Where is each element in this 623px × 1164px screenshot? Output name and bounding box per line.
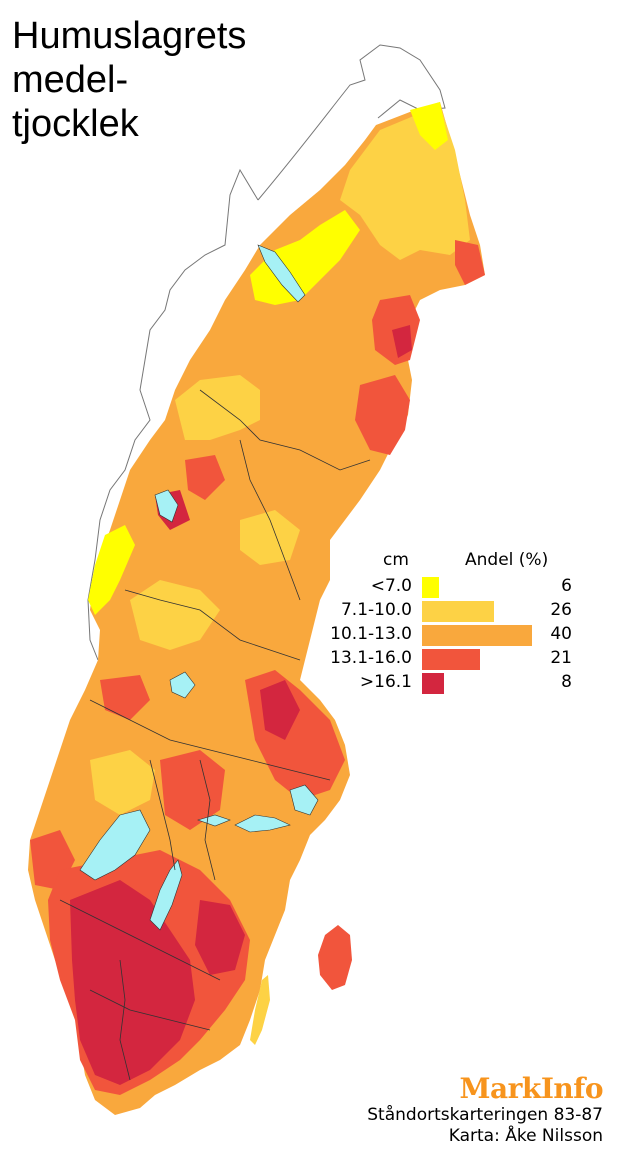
- lakes: [79, 244, 319, 931]
- lake-malaren: [234, 814, 291, 833]
- legend-swatch-bar: [422, 601, 494, 622]
- legend-row: 13.1-16.0 21: [330, 648, 590, 670]
- lake-stockholm-archipelago: [289, 784, 319, 816]
- title-line-3: tjocklek: [12, 103, 139, 145]
- country-outline: [87, 44, 446, 661]
- legend-row: <7.0 6: [330, 576, 590, 598]
- legend-swatch-bar: [422, 673, 444, 694]
- legend-swatch-bar: [422, 649, 480, 670]
- lake-vanern: [79, 809, 151, 881]
- markinfo-logo: MarkInfo: [459, 1072, 604, 1105]
- legend-percent: 26: [550, 600, 572, 620]
- legend-unit-header: cm: [383, 550, 409, 570]
- legend-class-label: 7.1-10.0: [340, 600, 412, 620]
- title-line-1: Humuslagrets: [12, 15, 247, 57]
- gotland-island: [318, 925, 352, 990]
- lake-tornetrask: [257, 244, 306, 303]
- legend-class-label: 10.1-13.0: [330, 624, 412, 644]
- source-credit: Ståndortskarteringen 83-87: [367, 1105, 603, 1125]
- legend-share-header: Andel (%): [465, 550, 549, 570]
- county-borders: [59, 389, 371, 1081]
- legend-class-label: 13.1-16.0: [330, 648, 412, 668]
- map-title: Humuslagrets medel- tjocklek: [12, 14, 246, 146]
- legend-percent: 40: [550, 624, 572, 644]
- legend-class-label: <7.0: [370, 576, 412, 596]
- legend-percent: 8: [561, 672, 572, 692]
- lake-siljan: [169, 671, 196, 699]
- legend-row: 10.1-13.0 40: [330, 624, 590, 646]
- oland-island: [250, 975, 270, 1045]
- lake-vattern: [149, 859, 183, 931]
- credits-block: MarkInfo Ståndortskarteringen 83-87 Kart…: [367, 1072, 603, 1147]
- legend: cm Andel (%) <7.0 6 7.1-10.0 26 10.1-13.0 40 1…: [330, 548, 590, 708]
- land-area: [28, 102, 485, 1115]
- legend-row: >16.1 8: [330, 672, 590, 694]
- lake-storsjon: [154, 489, 179, 523]
- legend-swatch-bar: [422, 577, 439, 598]
- lake-hjalmaren: [197, 814, 231, 827]
- legend-percent: 6: [561, 576, 572, 596]
- legend-row: 7.1-10.0 26: [330, 600, 590, 622]
- title-line-2: medel-: [12, 59, 129, 101]
- author-credit: Karta: Åke Nilsson: [448, 1126, 603, 1146]
- legend-class-label: >16.1: [359, 672, 412, 692]
- legend-percent: 21: [550, 648, 572, 668]
- legend-swatch-bar: [422, 625, 532, 646]
